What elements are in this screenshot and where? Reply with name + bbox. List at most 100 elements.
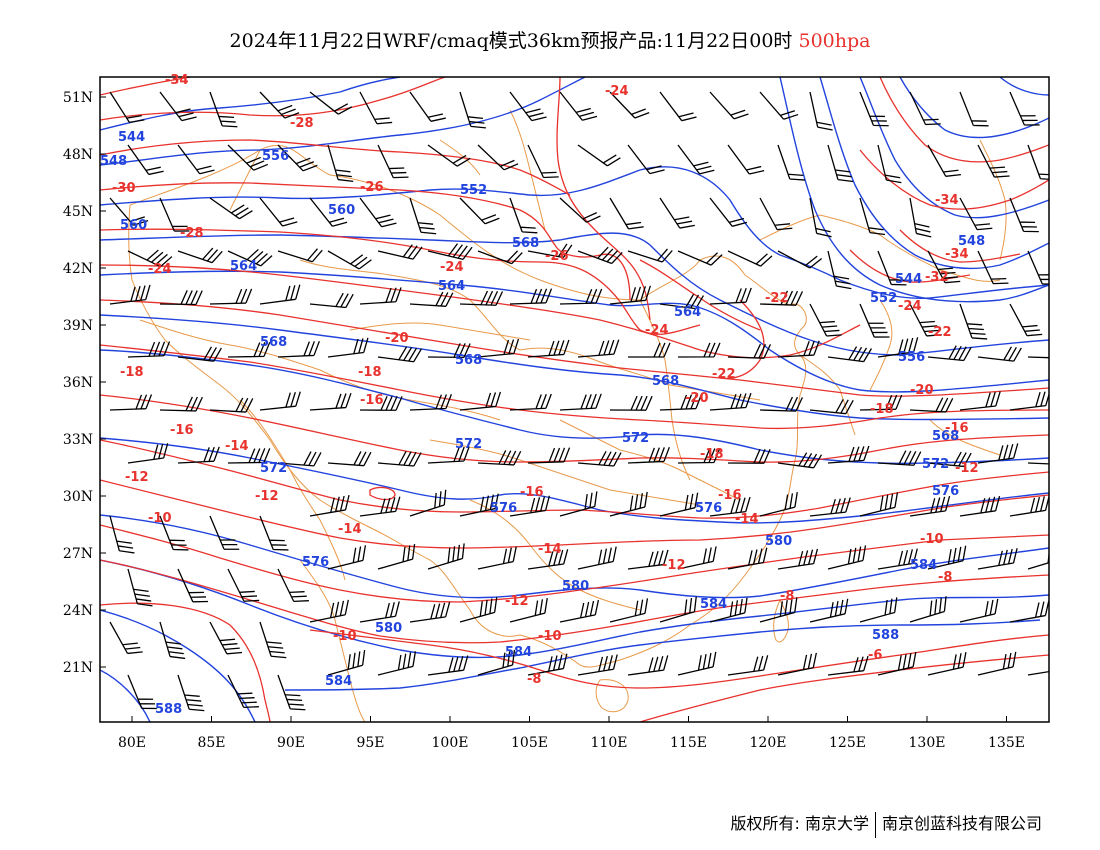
height-label: 564 [438, 279, 465, 294]
wind-barb [159, 91, 197, 122]
wind-barb [859, 91, 889, 127]
wind-barb [427, 655, 469, 676]
temp-label: -6 [868, 648, 882, 663]
lat-tick-label: 36N [63, 375, 93, 391]
height-label: 564 [674, 305, 701, 320]
wind-barb [409, 394, 452, 411]
height-label: 560 [120, 218, 147, 233]
wind-barb [927, 652, 967, 676]
wind-barb [309, 197, 348, 227]
height-label: 544 [895, 272, 922, 287]
wind-barb [577, 339, 620, 358]
wind-barb [759, 91, 799, 120]
wind-barb [909, 197, 932, 238]
wind-barb [477, 250, 523, 265]
wind-barb [777, 144, 806, 181]
wind-barb [1027, 450, 1049, 466]
wind-barb [127, 341, 171, 358]
temp-label: -32 [925, 270, 949, 285]
wind-barb [709, 197, 748, 227]
wind-barb [477, 450, 522, 466]
wind-barb [477, 338, 520, 358]
temp-label: -14 [735, 512, 759, 527]
wind-barb [709, 91, 749, 120]
wind-barb [459, 91, 487, 129]
wind-barb [727, 655, 769, 676]
wind-barb [409, 197, 437, 235]
lat-tick-label: 24N [63, 603, 93, 619]
wind-barb [209, 91, 238, 128]
wind-barb [659, 197, 695, 229]
wind-barb [909, 91, 941, 126]
temp-label: -34 [935, 193, 959, 208]
wind-barb [327, 545, 367, 570]
wind-barb [727, 547, 768, 570]
wind-barb [309, 599, 349, 623]
wind-barb [459, 197, 500, 225]
wind-barb [677, 144, 715, 175]
wind-barb [359, 287, 402, 305]
wind-barb [709, 287, 752, 305]
temp-label: -8 [780, 589, 794, 604]
wind-barb [927, 545, 967, 570]
wind-barb [377, 543, 416, 570]
wind-barb [309, 292, 354, 309]
wind-barb [727, 448, 771, 464]
lat-tick-label: 21N [63, 660, 93, 676]
wind-barb [377, 144, 409, 179]
temp-label: -12 [955, 461, 979, 476]
wind-barb [559, 491, 598, 517]
wind-barb [609, 491, 648, 517]
wind-barb [227, 448, 271, 464]
wind-barb [777, 548, 819, 570]
height-label: 552 [460, 183, 487, 198]
wind-barb [609, 598, 649, 623]
wind-barb [109, 91, 145, 123]
wind-barb [577, 654, 618, 676]
temp-label: -24 [605, 84, 629, 99]
wind-barb [877, 144, 902, 184]
wind-barb [209, 515, 240, 550]
height-label: 544 [118, 130, 145, 145]
wind-barb [1027, 654, 1049, 676]
temp-label: -12 [505, 594, 529, 609]
wind-barb [177, 144, 215, 175]
wind-barb [677, 448, 721, 464]
wind-barb [809, 399, 854, 415]
wind-barb [827, 545, 867, 570]
temp-label: -12 [255, 489, 279, 504]
height-label: 588 [155, 702, 182, 717]
wind-barb [777, 340, 820, 358]
height-label: 580 [765, 534, 792, 549]
wind-barb [877, 651, 917, 676]
wind-barb [377, 450, 422, 467]
wind-barb [477, 144, 519, 171]
lat-tick-label: 45N [63, 204, 93, 220]
height-label: 548 [958, 234, 985, 249]
wind-barb [1009, 495, 1049, 517]
wind-barb [1009, 600, 1049, 623]
wind-barb [627, 342, 671, 358]
wind-barb [259, 621, 287, 659]
wind-barb [359, 601, 400, 623]
lon-tick-label: 130E [909, 735, 946, 751]
wind-barb [977, 346, 1022, 362]
wind-barb [977, 250, 1009, 285]
plot-frame [99, 76, 1050, 723]
wind-barb [559, 197, 601, 223]
height-label: 576 [490, 501, 517, 516]
wind-barb [827, 445, 870, 464]
wind-barb [209, 288, 253, 305]
wind-barb [827, 250, 852, 290]
wind-barb [859, 303, 890, 338]
wind-barb [427, 144, 471, 167]
temp-label: -26 [545, 249, 569, 264]
height-label: 576 [302, 555, 329, 570]
wind-barb [827, 655, 869, 676]
wind-barb [459, 597, 498, 623]
lon-tick-label: 90E [277, 735, 305, 751]
wind-barb [959, 391, 1001, 411]
lon-tick-label: 85E [197, 735, 225, 751]
title-main: 2024年11月22日WRF/cmaq模式36km预报产品:11月22日00时 [229, 30, 793, 52]
